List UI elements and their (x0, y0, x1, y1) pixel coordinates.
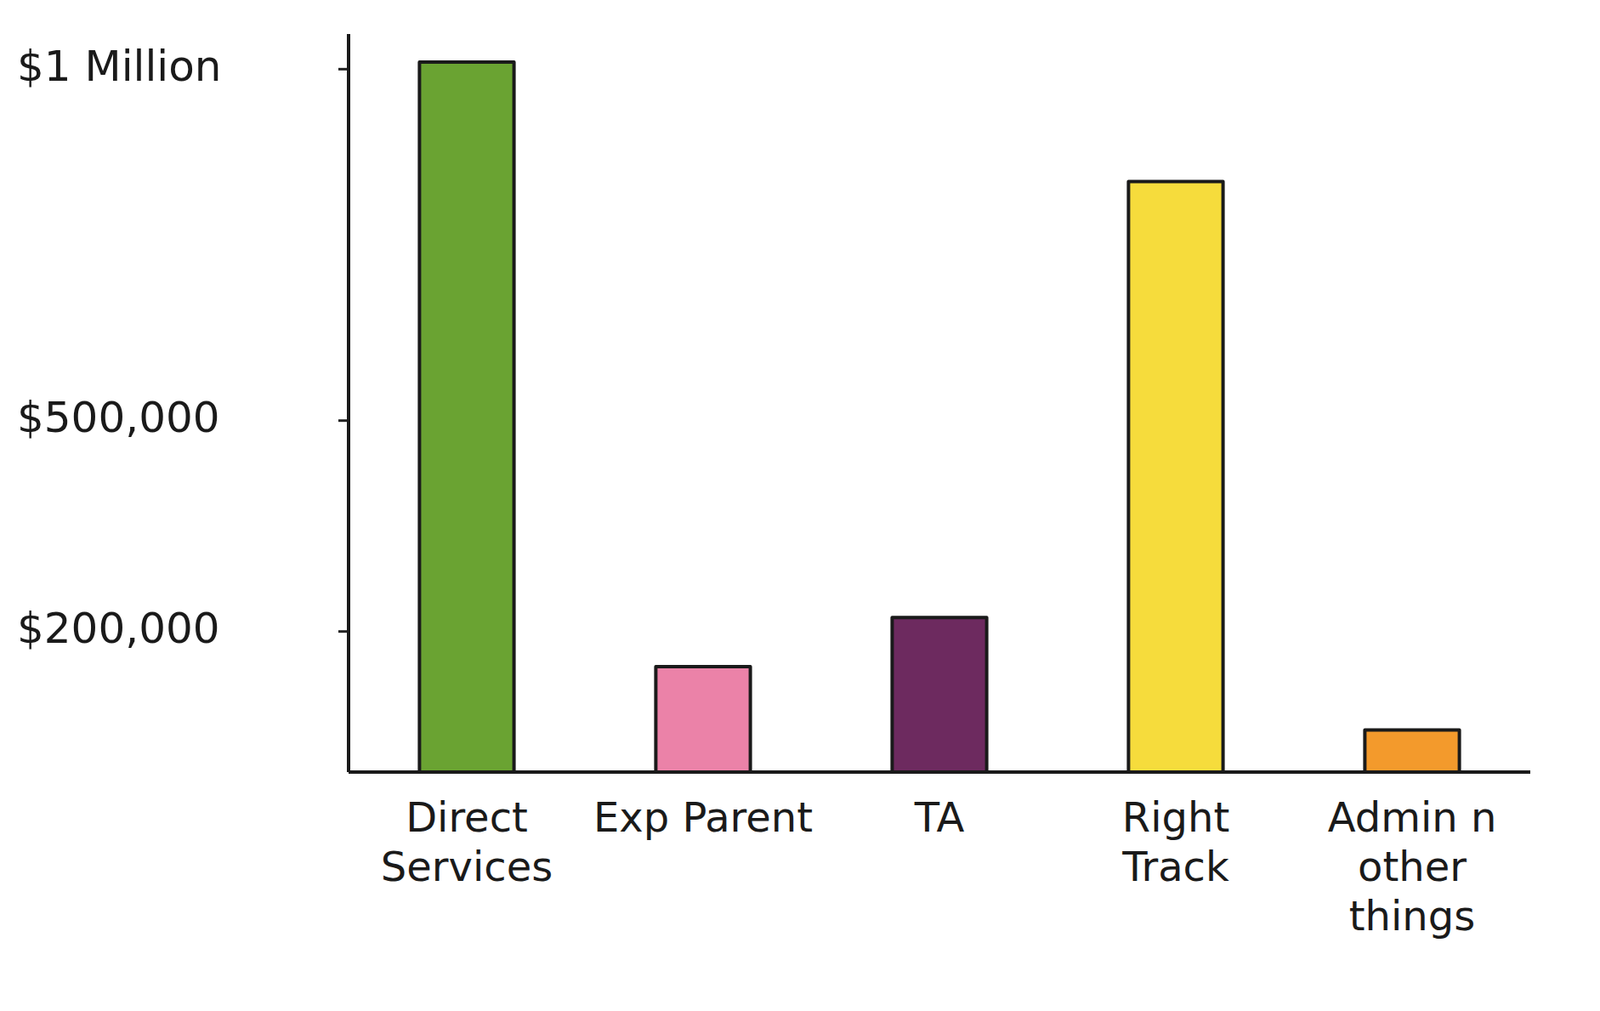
chart: $200,000 $500,000 $1 Million DirectServices… (0, 0, 1600, 1011)
bar (655, 666, 750, 772)
tick-label: $200,000 (17, 603, 221, 653)
category-line: Services (380, 842, 553, 891)
category-line: Direct (405, 793, 528, 841)
category-line: things (1349, 891, 1476, 940)
tick-label: $1 Million (17, 41, 222, 91)
category-line: TA (913, 793, 965, 841)
category-label: Exp Parent (593, 793, 813, 841)
category-line: Exp Parent (593, 793, 813, 841)
bar (419, 62, 514, 772)
tick-label: $500,000 (17, 392, 221, 443)
category-label: Admin notherthings (1327, 793, 1498, 940)
category-line: Admin n (1327, 793, 1498, 841)
bar (1364, 729, 1459, 772)
category-label: RightTrack (1121, 793, 1230, 891)
bars (419, 62, 1459, 772)
bar (891, 617, 987, 772)
category-line: Track (1121, 842, 1230, 891)
category-label: DirectServices (380, 793, 553, 891)
category-label: TA (913, 793, 965, 841)
x-axis (348, 770, 1531, 774)
category-line: other (1357, 842, 1467, 891)
bar (1128, 181, 1223, 772)
y-axis (346, 34, 351, 772)
category-line: Right (1122, 793, 1230, 841)
